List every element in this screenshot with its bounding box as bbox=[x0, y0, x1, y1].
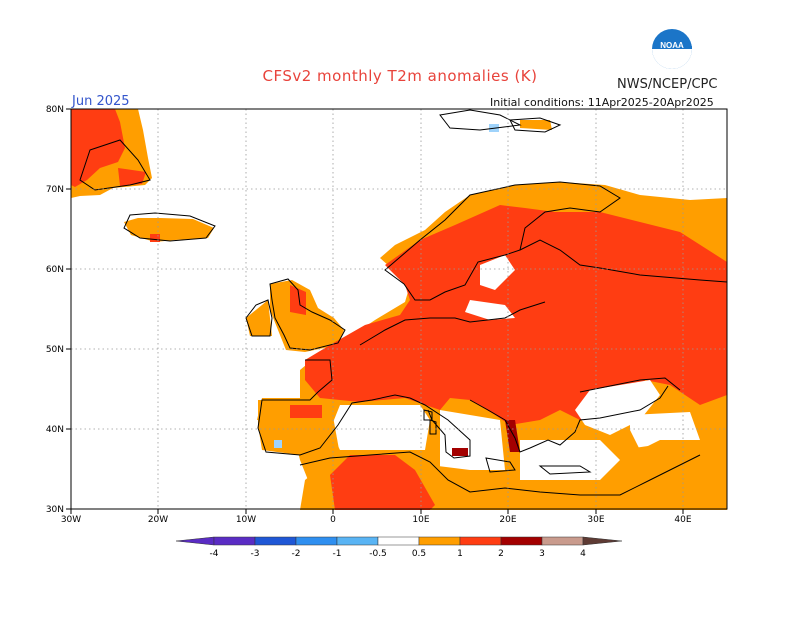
lat-label: 80N bbox=[46, 105, 64, 115]
anomaly-field bbox=[71, 109, 727, 510]
lat-label: 50N bbox=[46, 345, 64, 355]
noaa-logo-text: NOAA bbox=[660, 41, 684, 50]
map-frame bbox=[70, 108, 728, 510]
map-title: CFSv2 monthly T2m anomalies (K) bbox=[262, 67, 538, 85]
graticule bbox=[71, 109, 727, 509]
coastlines bbox=[79, 109, 728, 496]
legend-tick: 3 bbox=[539, 549, 545, 559]
lat-label: 70N bbox=[46, 185, 64, 195]
legend-tick: -0.5 bbox=[369, 549, 387, 559]
legend-tick: 4 bbox=[580, 549, 586, 559]
legend-tick: -2 bbox=[292, 549, 301, 559]
initial-conditions: Initial conditions: 11Apr2025-20Apr2025 bbox=[490, 96, 714, 109]
axis-ticks bbox=[66, 108, 684, 514]
legend-tick: -1 bbox=[333, 549, 342, 559]
organization-label: NWS/NCEP/CPC bbox=[617, 77, 718, 92]
lon-label: 0 bbox=[330, 515, 336, 525]
forecast-month: Jun 2025 bbox=[72, 94, 130, 109]
lon-label: 20E bbox=[499, 515, 516, 525]
lat-label: 60N bbox=[46, 265, 64, 275]
legend-tick: 0.5 bbox=[412, 549, 426, 559]
lon-label: 10W bbox=[236, 515, 256, 525]
lon-label: 30E bbox=[587, 515, 604, 525]
lat-label: 40N bbox=[46, 425, 64, 435]
lat-label: 30N bbox=[46, 505, 64, 515]
legend-tick: 2 bbox=[498, 549, 504, 559]
lon-label: 20W bbox=[148, 515, 168, 525]
lon-label: 10E bbox=[412, 515, 429, 525]
noaa-logo: NOAA bbox=[652, 29, 692, 69]
lon-label: 40E bbox=[674, 515, 691, 525]
legend-tick: 1 bbox=[457, 549, 463, 559]
legend-tick: -4 bbox=[210, 549, 219, 559]
lon-label: 30W bbox=[61, 515, 81, 525]
legend-tick: -3 bbox=[251, 549, 260, 559]
color-bar bbox=[175, 536, 623, 546]
